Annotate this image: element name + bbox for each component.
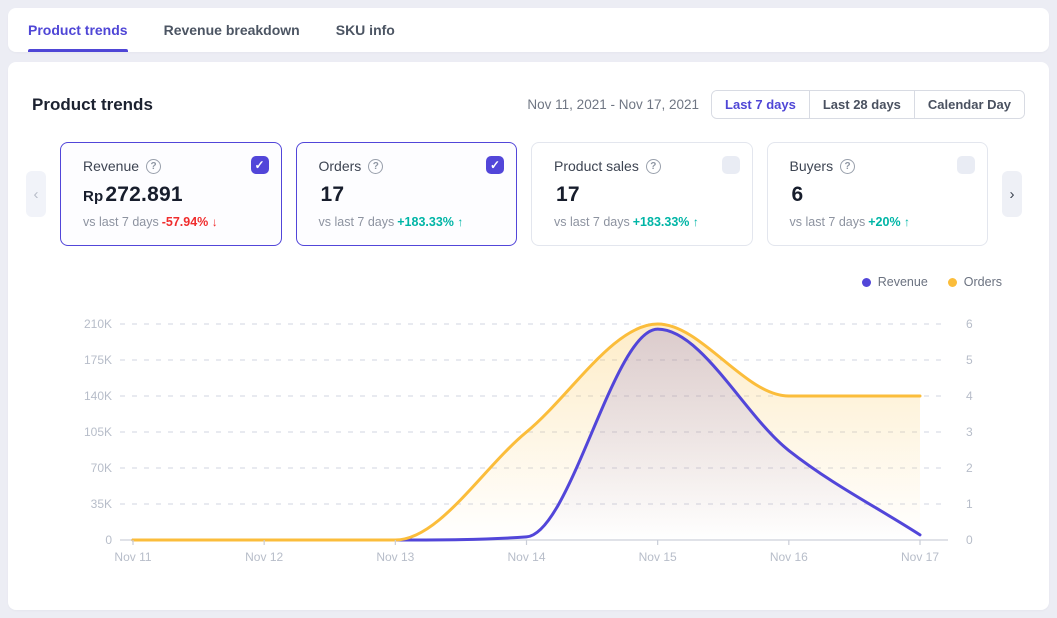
svg-text:Nov 14: Nov 14	[507, 550, 545, 564]
metric-card-product-sales[interactable]: Product sales ? 17 vs last 7 days +183.33…	[531, 142, 753, 246]
svg-text:4: 4	[966, 389, 973, 403]
metric-delta: vs last 7 days +183.33% ↑	[318, 215, 464, 229]
svg-text:Nov 13: Nov 13	[376, 550, 414, 564]
svg-text:5: 5	[966, 353, 973, 367]
legend-label: Orders	[963, 275, 1002, 289]
svg-text:1: 1	[966, 497, 973, 511]
help-icon[interactable]: ?	[368, 158, 384, 174]
metric-card-orders[interactable]: Orders ? ✓ 17 vs last 7 days +183.33% ↑	[295, 142, 517, 246]
legend-dot-icon	[861, 277, 871, 287]
metric-card-buyers[interactable]: Buyers ? 6 vs last 7 days +20% ↑	[766, 142, 988, 246]
last-7-days-button[interactable]: Last 7 days	[712, 91, 809, 118]
help-icon[interactable]: ?	[146, 158, 162, 174]
trend-arrow-icon: ↓	[211, 215, 218, 229]
tab-label: Revenue breakdown	[163, 22, 300, 38]
date-range-label: Nov 11, 2021 - Nov 17, 2021	[527, 97, 700, 112]
svg-text:210K: 210K	[84, 317, 112, 331]
metric-checkbox[interactable]	[721, 156, 740, 174]
help-icon[interactable]: ?	[645, 158, 661, 174]
tab-sku-info[interactable]: SKU info	[336, 8, 395, 52]
svg-text:175K: 175K	[84, 353, 112, 367]
trend-arrow-icon: ↑	[692, 215, 699, 229]
product-trends-panel: Product trends Nov 11, 2021 - Nov 17, 20…	[8, 62, 1049, 610]
currency-prefix: Rp	[83, 188, 104, 205]
date-range-button-group: Last 7 days Last 28 days Calendar Day	[711, 90, 1025, 119]
top-tab-bar: Product trends Revenue breakdown SKU inf…	[8, 8, 1049, 52]
metric-cards-row: ‹ Revenue ? ✓ Rp272.891 vs last 7 days -5…	[8, 141, 1049, 247]
calendar-day-button[interactable]: Calendar Day	[913, 91, 1024, 118]
chevron-right-icon: ›	[1009, 185, 1015, 203]
svg-text:Nov 11: Nov 11	[114, 550, 151, 564]
svg-text:0: 0	[105, 533, 112, 547]
page-title: Product trends	[32, 94, 153, 114]
revenue-area	[133, 329, 921, 540]
metric-label: Buyers	[789, 158, 834, 174]
svg-text:Nov 16: Nov 16	[770, 550, 808, 564]
svg-text:140K: 140K	[84, 389, 112, 403]
svg-text:Nov 17: Nov 17	[901, 550, 939, 564]
metric-value: 17	[556, 183, 580, 206]
date-controls: Nov 11, 2021 - Nov 17, 2021 Last 7 days …	[527, 90, 1025, 119]
legend-item-revenue[interactable]: Revenue	[861, 275, 928, 289]
svg-text:35K: 35K	[91, 497, 112, 511]
trend-arrow-icon: ↑	[904, 215, 911, 229]
svg-text:3: 3	[966, 425, 973, 439]
chevron-left-icon: ‹	[33, 185, 39, 203]
chart-legend: Revenue Orders	[861, 275, 1002, 289]
metric-checkbox[interactable]: ✓	[250, 156, 269, 174]
metric-label: Revenue	[83, 158, 140, 174]
svg-text:Nov 15: Nov 15	[639, 550, 677, 564]
svg-text:2: 2	[966, 461, 973, 475]
metric-value: 17	[320, 183, 345, 206]
metric-delta: vs last 7 days +20% ↑	[789, 215, 911, 229]
metric-label: Orders	[318, 158, 362, 174]
tab-revenue-breakdown[interactable]: Revenue breakdown	[164, 8, 300, 52]
tab-product-trends[interactable]: Product trends	[28, 8, 128, 52]
last-28-days-button[interactable]: Last 28 days	[808, 91, 914, 118]
panel-header: Product trends Nov 11, 2021 - Nov 17, 20…	[8, 62, 1049, 119]
svg-text:6: 6	[966, 317, 973, 331]
metric-checkbox[interactable]	[957, 156, 975, 174]
metric-value: 6	[791, 183, 804, 206]
tab-label: SKU info	[335, 22, 395, 38]
legend-label: Revenue	[877, 275, 928, 289]
metric-value: Rp272.891	[83, 183, 183, 206]
trend-chart: 210K 175K 140K 105K 70K 35K 0 6 5 4 3 2 1 0 Nov 11 Nov …	[8, 296, 1049, 580]
legend-item-orders[interactable]: Orders	[947, 275, 1002, 289]
svg-text:Nov 12: Nov 12	[245, 550, 283, 564]
carousel-prev-button[interactable]: ‹	[26, 171, 46, 217]
metric-checkbox[interactable]: ✓	[486, 156, 504, 174]
tab-label: Product trends	[28, 22, 128, 38]
svg-text:105K: 105K	[84, 425, 112, 439]
metric-delta: vs last 7 days -57.94% ↓	[83, 215, 218, 229]
metric-card-revenue[interactable]: Revenue ? ✓ Rp272.891 vs last 7 days -57.…	[60, 142, 282, 246]
carousel-next-button[interactable]: ›	[1002, 171, 1022, 217]
metric-delta: vs last 7 days +183.33% ↑	[554, 215, 699, 229]
legend-dot-icon	[947, 277, 957, 287]
svg-text:70K: 70K	[91, 461, 112, 475]
svg-text:0: 0	[966, 533, 973, 547]
trend-arrow-icon: ↑	[457, 215, 464, 229]
help-icon[interactable]: ?	[840, 158, 856, 174]
metric-label: Product sales	[554, 158, 639, 174]
